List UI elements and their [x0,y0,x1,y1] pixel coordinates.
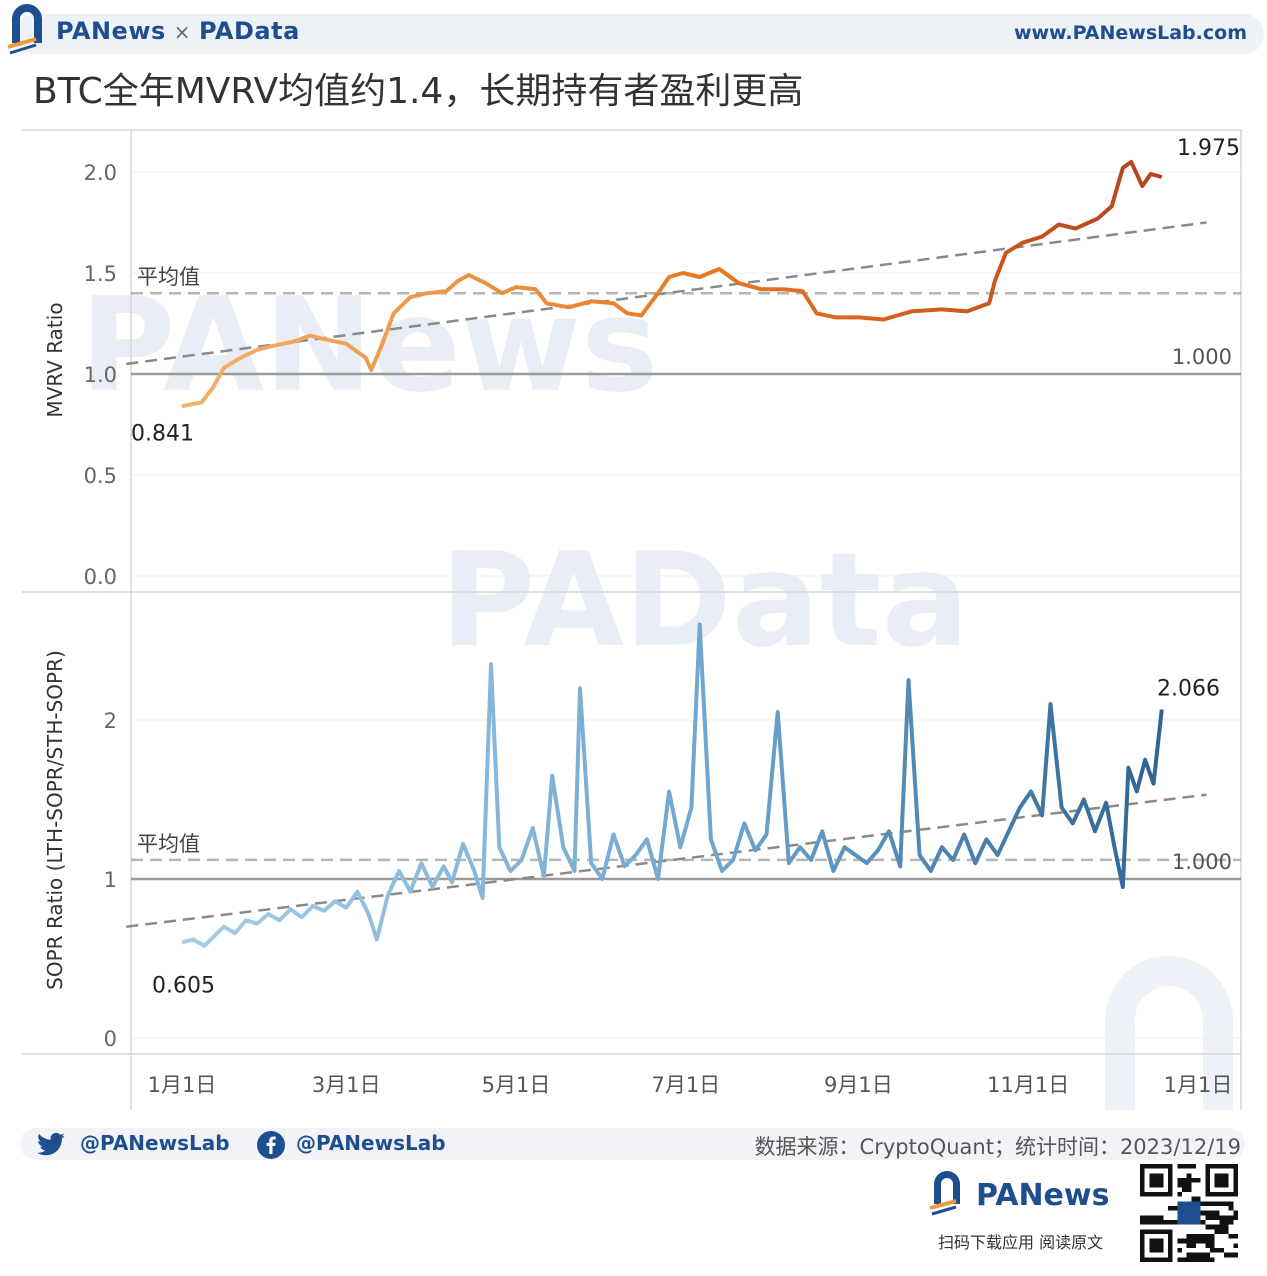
page-title: BTC全年MVRV均值约1.4，长期持有者盈利更高 [33,71,804,112]
mean-label: 平均值 [137,265,200,289]
mvrv-panel: 0.0 0.5 1.0 1.5 2.0 平均值 1.000 0.841 1.975 [84,136,1241,589]
app-brand-name: PANews [976,1178,1110,1213]
x-tick-label: 1月1日 [148,1073,217,1097]
qr-code-icon[interactable] [1140,1164,1238,1262]
brand-padata: PAData [199,17,300,45]
brand-panews: PANews [56,17,166,45]
facebook-icon[interactable] [256,1130,286,1160]
y-tick-label: 2 [104,709,117,733]
y-tick-label: 0 [104,1027,117,1051]
x-tick-label: 11月1日 [987,1073,1069,1097]
y-tick-label: 1 [104,868,117,892]
start-value-label: 0.605 [152,974,215,999]
end-value-label: 1.975 [1177,136,1240,161]
sopr-y-axis-title: SOPR Ratio (LTH-SOPR/STH-SOPR) [43,650,67,990]
y-tick-label: 2.0 [84,161,117,185]
app-logo-icon [929,1171,960,1216]
y-tick-label: 1.5 [84,262,117,286]
header-brand: PANews × PAData [56,17,300,45]
x-tick-label: 3月1日 [312,1073,381,1097]
reference-label: 1.000 [1172,850,1232,874]
start-value-label: 0.841 [131,421,194,446]
x-tick-label: 5月1日 [482,1073,551,1097]
reference-label: 1.000 [1172,345,1232,369]
watermark-padata: PAData [440,524,969,676]
x-tick-label: 7月1日 [651,1073,720,1097]
watermark-logo-icon [1105,956,1233,1110]
sopr-series-line [181,622,1164,948]
header-bar [14,14,1264,54]
mean-label: 平均值 [137,832,200,856]
mvrv-y-axis-title: MVRV Ratio [43,302,67,417]
app-download-note: 扫码下载应用 阅读原文 [938,1233,1104,1252]
mvrv-series-line [181,159,1163,409]
sopr-panel: 0 1 2 平均值 1.000 0.605 2.066 [104,622,1241,1051]
data-source-note: 数据来源：CryptoQuant；统计时间：2023/12/19 [754,1135,1241,1159]
trend-line [126,793,1207,928]
brand-separator: × [173,20,192,44]
trend-line [126,221,1207,366]
x-tick-label: 1月1日 [1164,1073,1233,1097]
y-tick-label: 1.0 [84,363,117,387]
panews-logo-icon [7,4,42,55]
twitter-handle[interactable]: @PANewsLab [80,1131,230,1155]
y-tick-label: 0.0 [84,565,117,589]
twitter-icon[interactable] [36,1132,66,1158]
end-value-label: 2.066 [1157,677,1220,702]
watermark-panews: PANews [80,269,658,421]
x-axis: 1月1日 3月1日 5月1日 7月1日 9月1日 11月1日 1月1日 [148,1073,1233,1097]
site-url[interactable]: www.PANewsLab.com [1013,22,1247,44]
facebook-handle[interactable]: @PANewsLab [296,1131,446,1155]
footer-bar [20,1128,1245,1160]
x-tick-label: 9月1日 [824,1073,893,1097]
y-tick-label: 0.5 [84,464,117,488]
